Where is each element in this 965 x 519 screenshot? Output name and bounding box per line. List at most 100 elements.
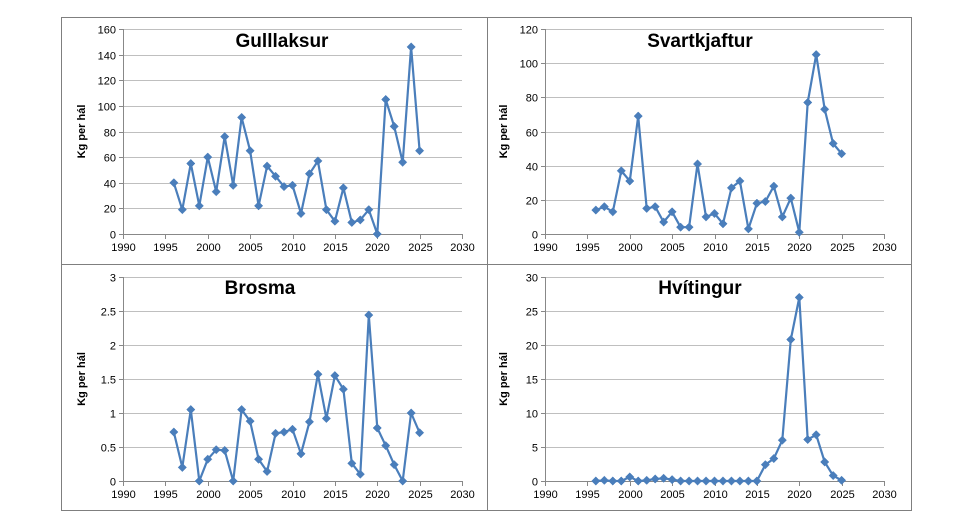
- y-tick-label: 120: [520, 25, 538, 37]
- x-tick-label: 2025: [830, 242, 854, 254]
- data-point: [313, 156, 323, 166]
- x-tick-label: 2000: [196, 489, 220, 501]
- data-point: [769, 181, 779, 191]
- panel-border: [61, 264, 488, 511]
- x-tick-label: 2030: [450, 242, 474, 254]
- data-point: [828, 471, 838, 481]
- data-point: [220, 445, 230, 455]
- data-point: [659, 473, 669, 483]
- x-tick-label: 1990: [533, 242, 557, 254]
- data-point: [599, 202, 609, 212]
- data-point: [701, 476, 711, 486]
- data-point: [338, 183, 348, 193]
- data-point: [355, 469, 365, 479]
- x-tick-label: 2010: [281, 242, 305, 254]
- data-point: [718, 476, 728, 486]
- y-tick-label: 25: [526, 307, 538, 319]
- data-point: [633, 111, 643, 121]
- data-point: [389, 121, 399, 131]
- y-tick-label: 80: [526, 93, 538, 105]
- data-point: [186, 158, 196, 169]
- data-point: [735, 176, 745, 186]
- x-tick-label: 1995: [153, 242, 177, 254]
- x-tick-label: 2015: [323, 242, 347, 254]
- data-point: [270, 171, 281, 181]
- data-point: [709, 476, 720, 486]
- data-point: [684, 222, 694, 232]
- data-point: [692, 476, 703, 486]
- x-tick-label: 2010: [703, 242, 727, 254]
- x-tick-label: 2005: [238, 489, 262, 501]
- data-point: [262, 466, 272, 477]
- y-tick-label: 3: [110, 273, 116, 285]
- x-tick-label: 2025: [830, 489, 854, 501]
- data-point: [364, 310, 374, 320]
- data-point: [415, 428, 425, 438]
- x-tick-label: 2015: [323, 489, 347, 501]
- y-tick-label: 20: [526, 196, 538, 208]
- data-point: [591, 205, 601, 215]
- data-point: [709, 208, 720, 219]
- y-tick-label: 120: [98, 76, 116, 88]
- y-tick-label: 0: [110, 477, 116, 489]
- data-point: [228, 476, 238, 486]
- chart-title: Svartkjaftur: [647, 31, 753, 52]
- y-tick-label: 1: [110, 409, 116, 421]
- y-axis-label: Kg per hál: [76, 352, 88, 406]
- y-tick-label: 0: [532, 230, 538, 242]
- data-point: [769, 454, 779, 464]
- data-point: [211, 445, 221, 455]
- data-point: [599, 475, 609, 485]
- x-tick-label: 2020: [365, 489, 389, 501]
- y-tick-label: 20: [526, 341, 538, 353]
- data-point: [237, 405, 247, 415]
- data-point: [735, 476, 745, 486]
- y-tick-label: 140: [98, 51, 116, 63]
- data-point: [347, 458, 357, 468]
- data-point: [608, 476, 618, 486]
- data-point: [684, 476, 694, 486]
- data-point: [752, 198, 762, 208]
- data-point: [633, 476, 643, 486]
- panel-border: [487, 264, 912, 511]
- x-tick-label: 2030: [872, 489, 896, 501]
- data-point: [228, 180, 238, 190]
- x-tick-label: 1990: [533, 489, 557, 501]
- data-point: [381, 441, 391, 451]
- data-point: [837, 149, 847, 159]
- data-point: [701, 212, 711, 222]
- x-tick-label: 2030: [450, 489, 474, 501]
- data-point: [203, 152, 213, 162]
- data-point: [194, 476, 204, 486]
- y-tick-label: 80: [104, 128, 116, 140]
- data-point: [186, 405, 196, 415]
- data-point: [254, 201, 264, 211]
- data-point: [608, 207, 618, 217]
- data-point: [296, 208, 306, 219]
- data-point: [398, 157, 408, 167]
- panel-border: [61, 17, 488, 265]
- data-point: [642, 475, 652, 485]
- data-point: [676, 222, 686, 232]
- chart-title: Gulllaksur: [236, 31, 330, 52]
- data-point: [820, 457, 830, 467]
- data-point: [777, 212, 787, 222]
- data-point: [237, 112, 247, 122]
- data-point: [330, 216, 340, 226]
- y-tick-label: 15: [526, 375, 538, 387]
- data-point: [304, 417, 315, 427]
- y-tick-label: 100: [98, 102, 116, 114]
- data-point: [752, 476, 762, 486]
- data-point: [837, 475, 847, 485]
- panel-border: [487, 17, 912, 265]
- data-point: [381, 94, 391, 105]
- data-point: [616, 166, 626, 176]
- data-point: [828, 138, 838, 149]
- data-point: [211, 187, 221, 197]
- chart-panel-2: 0 20 40 60 80 100 120 1990 1995 2000 2005 2010 2015 2…: [487, 17, 912, 265]
- data-point: [270, 428, 281, 438]
- data-point: [321, 205, 331, 215]
- data-point: [667, 207, 677, 217]
- data-point: [650, 474, 660, 484]
